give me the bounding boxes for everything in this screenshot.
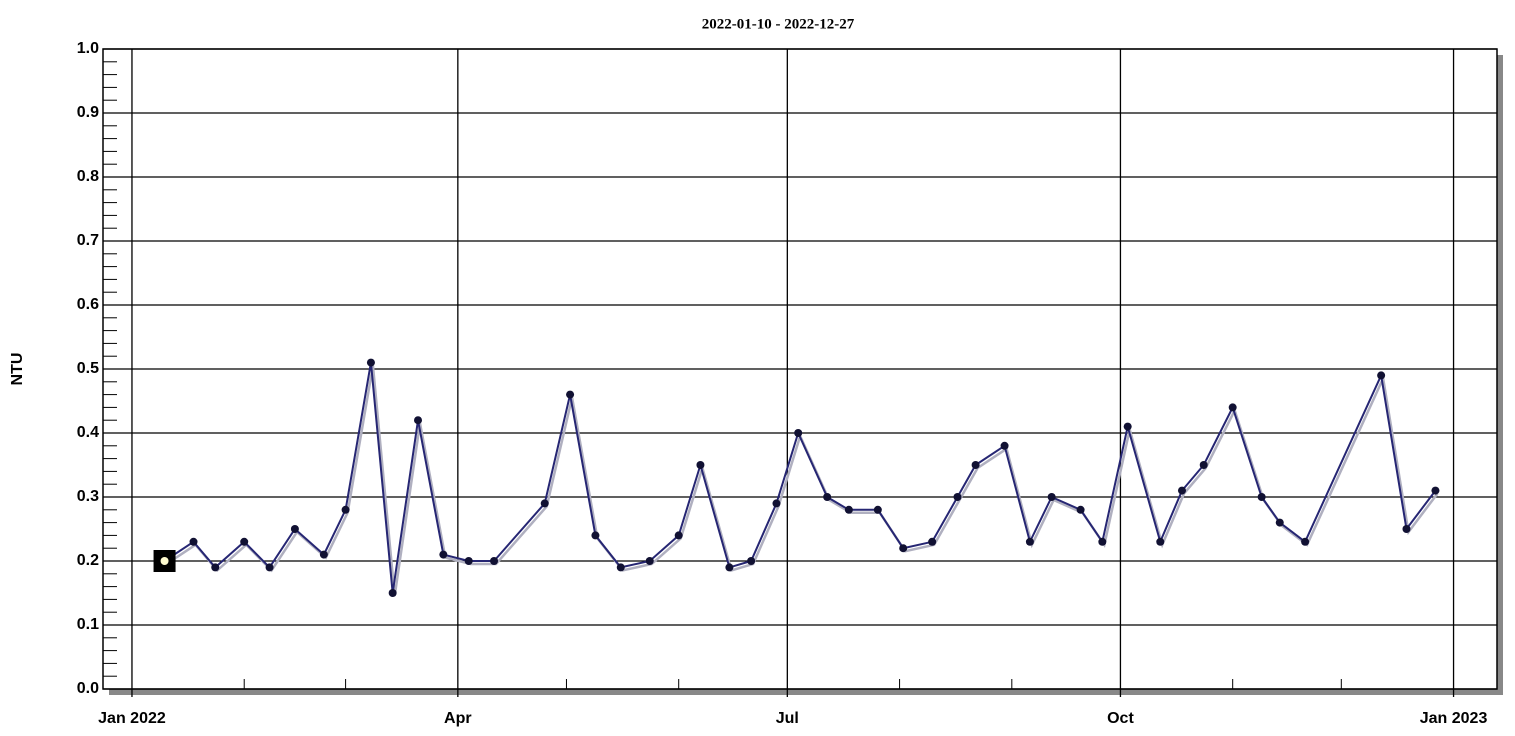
point xyxy=(873,505,882,514)
point xyxy=(414,416,423,425)
point xyxy=(953,493,962,501)
y-tick-label: 0.1 xyxy=(77,616,99,633)
point xyxy=(366,358,375,367)
point xyxy=(1199,461,1208,469)
point xyxy=(189,537,198,546)
y-tick-label: 1.0 xyxy=(77,40,99,57)
point xyxy=(1177,486,1186,495)
point xyxy=(464,557,473,565)
point xyxy=(1098,537,1107,546)
point xyxy=(1228,403,1237,412)
point xyxy=(1047,493,1056,501)
point xyxy=(1076,505,1085,514)
point xyxy=(1123,422,1132,431)
y-tick-label: 0.5 xyxy=(77,360,99,377)
point xyxy=(566,390,575,399)
y-tick-label: 0.4 xyxy=(77,424,99,441)
x-tick-label: Jan 2022 xyxy=(98,710,166,727)
x-tick-label: Oct xyxy=(1107,710,1134,727)
x-tick-label: Apr xyxy=(444,710,472,727)
point xyxy=(1402,525,1411,533)
point xyxy=(211,563,220,572)
point xyxy=(240,537,249,546)
point xyxy=(388,589,397,597)
point xyxy=(725,563,734,572)
point xyxy=(772,499,781,508)
y-tick-label: 0.6 xyxy=(77,296,99,313)
point xyxy=(490,557,499,565)
point xyxy=(971,461,980,469)
point xyxy=(747,557,756,565)
point xyxy=(290,525,299,533)
point xyxy=(1275,518,1284,527)
y-tick-label: 0.9 xyxy=(77,104,99,121)
point xyxy=(645,557,654,565)
point xyxy=(1257,493,1266,501)
point xyxy=(1025,537,1034,546)
point xyxy=(899,544,908,553)
point xyxy=(591,531,600,540)
point xyxy=(319,550,328,559)
line xyxy=(164,362,1437,594)
point xyxy=(439,550,448,559)
point xyxy=(341,505,350,514)
y-axis-label: NTU xyxy=(9,353,26,386)
y-tick-label: 0.7 xyxy=(77,232,99,249)
y-tick-label: 0.3 xyxy=(77,488,99,505)
point xyxy=(1301,537,1310,546)
x-tick-label: Jan 2023 xyxy=(1420,710,1488,727)
point xyxy=(265,563,274,572)
y-tick-label: 0.8 xyxy=(77,168,99,185)
x-tick-label: Jul xyxy=(776,710,799,727)
selected-dot xyxy=(160,557,169,565)
point xyxy=(1377,371,1386,380)
point xyxy=(794,429,803,437)
chart-title: 2022-01-10 - 2022-12-27 xyxy=(702,16,855,32)
point xyxy=(1431,486,1440,495)
line-shadow xyxy=(165,365,1439,597)
point xyxy=(616,563,625,572)
y-tick-label: 0.2 xyxy=(77,552,99,569)
y-tick-label: 0.0 xyxy=(77,680,99,697)
point xyxy=(823,493,832,501)
point xyxy=(844,505,853,514)
point xyxy=(1000,441,1009,450)
point xyxy=(674,531,683,540)
point xyxy=(540,499,549,508)
point xyxy=(928,537,937,546)
point xyxy=(696,461,705,469)
point xyxy=(1156,537,1165,546)
